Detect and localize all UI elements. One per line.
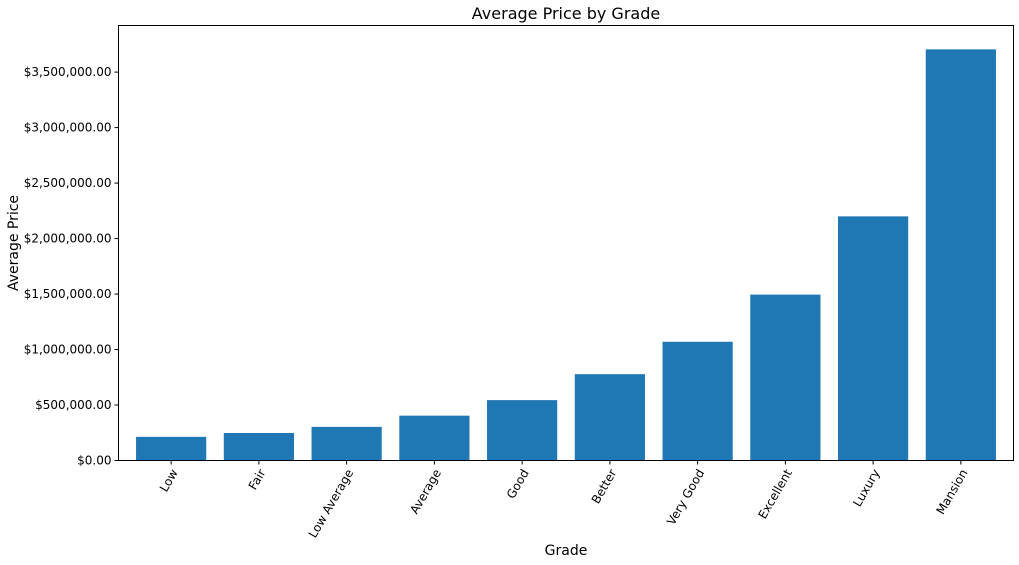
y-tick-label: $0.00 (77, 454, 111, 468)
bar-low (136, 436, 207, 461)
y-tick-label: $1,500,000.00 (24, 287, 112, 301)
x-tick-label: Luxury (850, 467, 883, 509)
bar-better (574, 374, 645, 461)
y-tick-label: $2,000,000.00 (24, 232, 112, 246)
x-tick-label: Low (157, 467, 181, 495)
x-tick-label: Good (504, 467, 532, 501)
bar-fair (223, 432, 294, 461)
bar-average (399, 415, 470, 461)
bar-low-average (311, 426, 382, 461)
bars (136, 49, 996, 461)
x-tick-label: Mansion (933, 467, 970, 517)
y-tick-label: $500,000.00 (35, 398, 111, 412)
y-tick-label: $3,500,000.00 (24, 65, 112, 79)
bar-very-good (662, 341, 733, 461)
x-tick-label: Better (589, 467, 620, 506)
x-tick-label: Average (407, 467, 444, 517)
chart-title: Average Price by Grade (472, 4, 660, 23)
bar-mansion (925, 49, 996, 461)
y-tick-label: $2,500,000.00 (24, 176, 112, 190)
bar-excellent (750, 294, 821, 461)
x-axis-ticks: Low Fair Low Average Average Good Better Very … (157, 460, 970, 540)
x-tick-label: Excellent (755, 467, 795, 522)
y-axis-ticks: $0.00 $500,000.00 $1,000,000.00 $1,500,000.… (24, 65, 119, 468)
y-axis-label: Average Price (6, 195, 22, 291)
y-tick-label: $3,000,000.00 (24, 121, 112, 135)
x-tick-label: Very Good (664, 467, 707, 528)
plot-frame (118, 25, 1014, 461)
x-axis-label: Grade (545, 543, 588, 559)
x-tick-label: Fair (246, 467, 269, 493)
bar-good (487, 400, 558, 461)
y-tick-label: $1,000,000.00 (24, 343, 112, 357)
bar-luxury (838, 216, 909, 461)
x-tick-label: Low Average (306, 467, 356, 540)
